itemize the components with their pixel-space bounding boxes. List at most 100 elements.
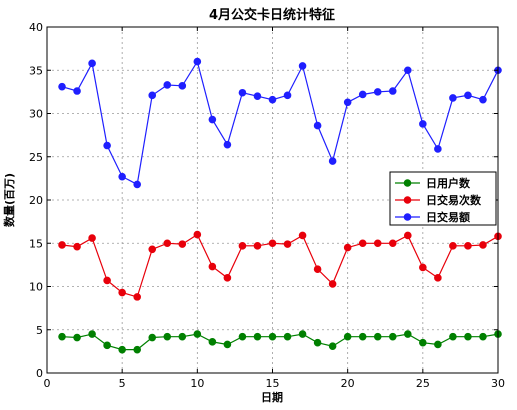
- ticks: 0 5 10 15 20 25 30 0 5 10 15 20 25 30 35 40: [29, 21, 505, 390]
- x-tick-label: 20: [341, 377, 355, 390]
- data-point: [253, 92, 262, 100]
- data-point: [358, 332, 367, 341]
- data-point: [118, 345, 126, 354]
- data-point: [419, 120, 427, 128]
- data-point: [103, 276, 111, 285]
- data-point: [373, 239, 382, 248]
- data-point: [268, 332, 277, 341]
- x-tick-label: 30: [491, 377, 505, 390]
- y-tick-label: 20: [29, 194, 43, 207]
- data-point: [313, 338, 322, 347]
- data-point: [464, 242, 472, 250]
- y-tick-label: 10: [29, 281, 43, 294]
- series-line: [61, 60, 499, 186]
- y-tick-label: 40: [29, 21, 43, 34]
- series-1: [58, 330, 502, 354]
- x-tick-label: 10: [190, 377, 204, 390]
- x-tick-label: 25: [416, 377, 430, 390]
- data-point: [133, 345, 141, 354]
- data-point: [73, 333, 81, 342]
- data-point: [208, 338, 217, 346]
- data-point: [133, 293, 141, 301]
- series-line: [61, 333, 499, 351]
- data-point: [73, 87, 81, 95]
- data-point: [163, 332, 172, 341]
- data-point: [178, 332, 187, 341]
- data-point: [163, 239, 172, 248]
- legend-marker: [403, 179, 412, 187]
- data-point: [328, 280, 337, 288]
- x-tick-label: 15: [266, 377, 280, 390]
- series-2: [58, 230, 502, 301]
- data-point: [449, 242, 457, 250]
- legend-marker: [403, 196, 412, 204]
- data-point: [298, 62, 307, 70]
- data-point: [283, 240, 292, 248]
- data-point: [434, 340, 442, 349]
- data-point: [88, 234, 96, 242]
- data-point: [343, 243, 352, 252]
- y-tick-label: 30: [29, 108, 43, 121]
- data-point: [313, 121, 322, 130]
- data-point: [238, 242, 247, 250]
- data-point: [178, 240, 187, 248]
- data-point: [404, 231, 412, 240]
- data-point: [103, 341, 111, 350]
- data-point: [358, 239, 367, 248]
- data-point: [238, 88, 247, 97]
- data-point: [58, 332, 66, 341]
- y-tick-label: 25: [29, 151, 43, 164]
- data-point: [148, 333, 157, 342]
- data-point: [464, 332, 472, 341]
- data-point: [434, 274, 442, 282]
- data-point: [479, 95, 487, 104]
- legend-label: 日交易额: [426, 210, 470, 224]
- data-point: [253, 332, 262, 341]
- data-point: [208, 115, 217, 124]
- data-point: [223, 274, 232, 282]
- data-point: [388, 239, 397, 248]
- x-tick-label: 0: [44, 377, 51, 390]
- data-point: [118, 172, 126, 181]
- data-point: [479, 332, 487, 341]
- data-point: [404, 330, 412, 338]
- data-point: [268, 239, 277, 248]
- data-point: [479, 241, 487, 249]
- data-point: [58, 82, 66, 91]
- y-tick-label: 35: [29, 64, 43, 77]
- y-axis-title: 数量(百万): [2, 173, 16, 227]
- data-point: [118, 288, 126, 297]
- data-point: [268, 95, 277, 104]
- chart-title: 4月公交卡日统计特征: [209, 7, 335, 23]
- legend-item: 日用户数: [395, 176, 471, 190]
- data-point: [88, 330, 96, 338]
- data-point: [328, 342, 337, 350]
- data-point: [253, 242, 262, 250]
- series-3: [58, 57, 502, 189]
- data-point: [223, 340, 232, 349]
- data-point: [449, 94, 457, 102]
- legend-item: 日交易额: [395, 210, 470, 224]
- data-point: [223, 140, 232, 149]
- data-point: [373, 332, 382, 341]
- data-point: [449, 332, 457, 341]
- data-point: [178, 82, 187, 90]
- data-point: [419, 338, 427, 347]
- data-point: [343, 98, 352, 107]
- data-point: [193, 230, 202, 239]
- data-point: [419, 263, 427, 272]
- data-point: [193, 57, 202, 66]
- legend-marker: [403, 213, 412, 221]
- data-point: [163, 81, 172, 89]
- data-point: [103, 141, 111, 150]
- legend-label: 日交易次数: [426, 193, 482, 207]
- data-point: [434, 145, 442, 153]
- data-point: [313, 265, 322, 274]
- data-point: [58, 241, 66, 249]
- data-point: [358, 90, 367, 99]
- data-point: [148, 91, 157, 100]
- data-point: [328, 157, 337, 165]
- data-point: [283, 91, 292, 100]
- data-point: [298, 330, 307, 338]
